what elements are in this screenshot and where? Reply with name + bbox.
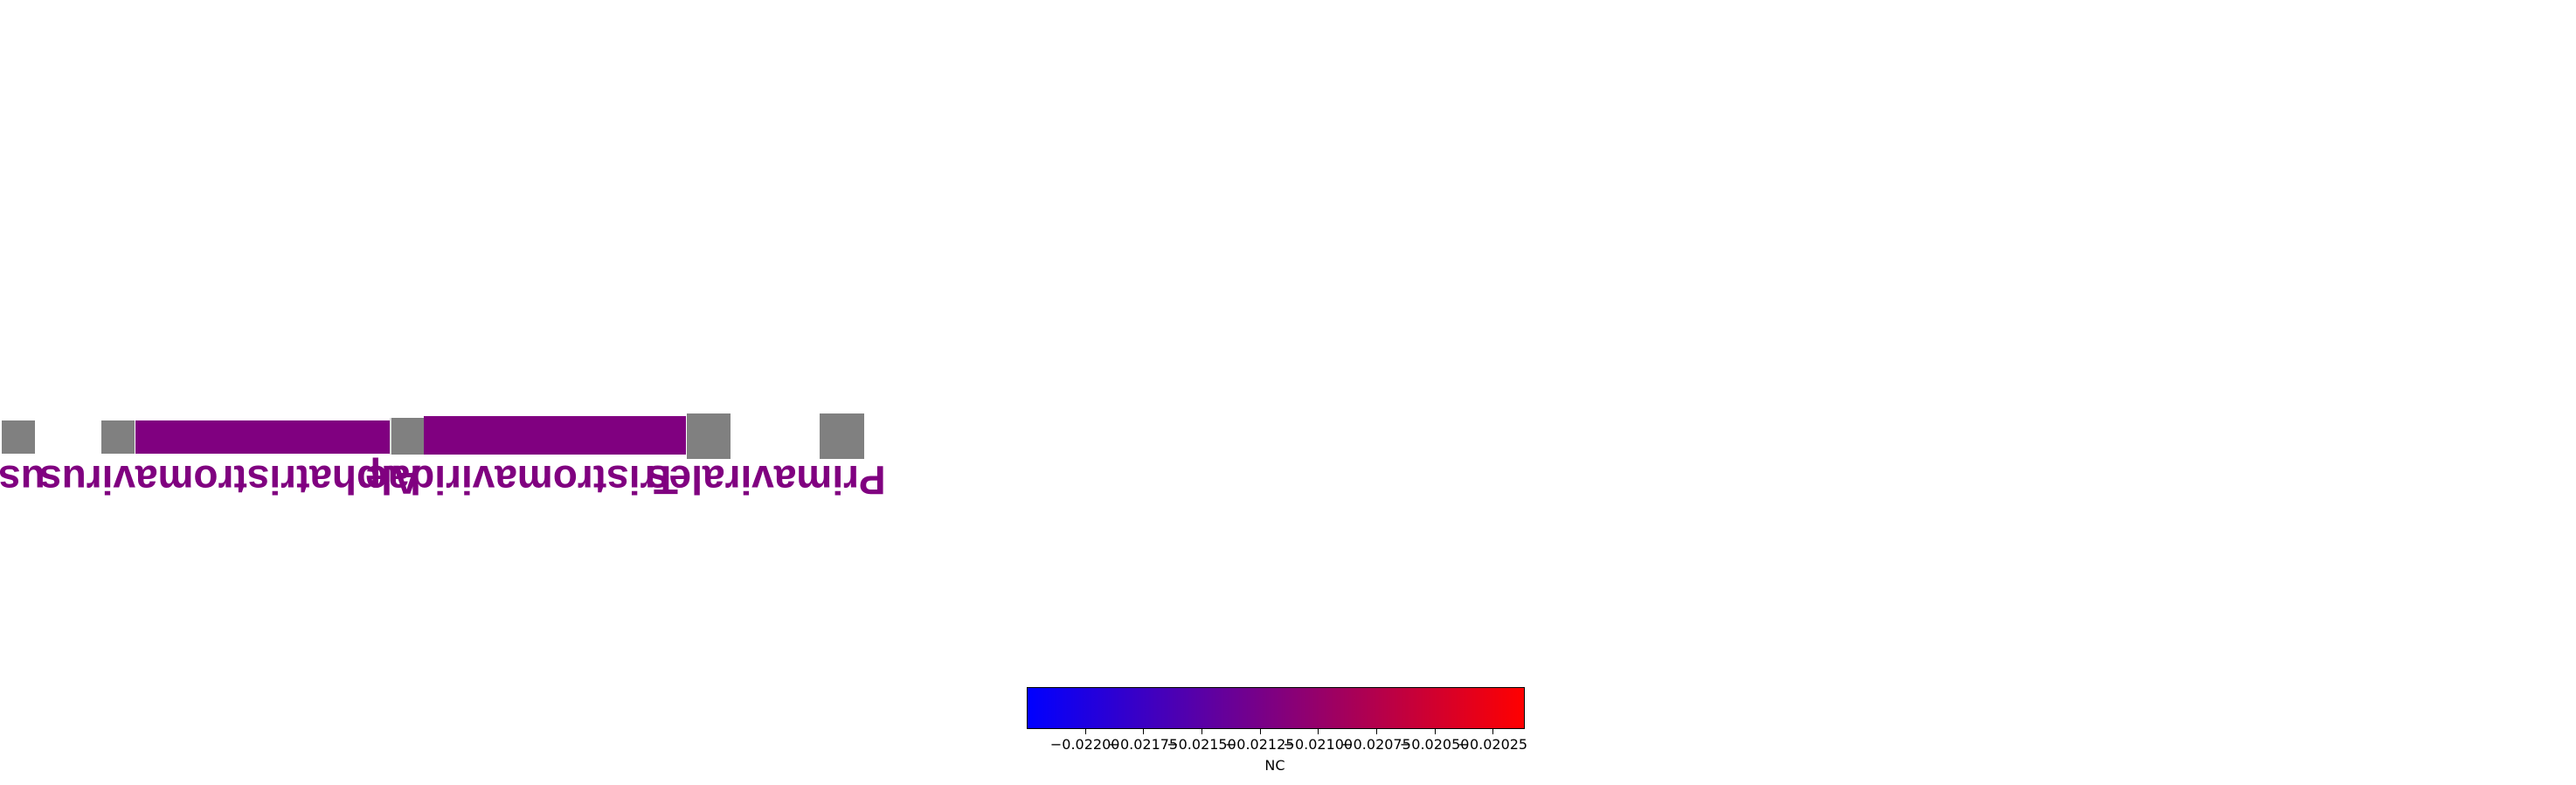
colorbar-tick — [1143, 728, 1145, 734]
colorbar-tick-label: −0.02050 — [1399, 736, 1470, 753]
colorbar: −0.02200 −0.02175 −0.02150 −0.02125 −0.02100… — [1027, 687, 1527, 753]
colorbar-tick — [1434, 728, 1436, 734]
taxon-label-partial: us — [0, 457, 45, 503]
missing-cell — [687, 413, 731, 459]
missing-cell — [390, 418, 425, 455]
colorbar-gradient — [1027, 687, 1525, 729]
colorbar-tick — [1376, 728, 1377, 734]
taxon-bar-tristromaviridae — [424, 416, 686, 455]
colorbar-tick — [1318, 728, 1319, 734]
taxon-label-tristromaviridae: Tristromaviridae — [365, 457, 678, 503]
colorbar-tick — [1201, 728, 1202, 734]
taxon-label-primavirales: Primavirales — [647, 457, 886, 503]
colorbar-tick-label: −0.02025 — [1458, 736, 1528, 753]
colorbar-tick — [1492, 728, 1494, 734]
taxon-label-alphatristromavirus: Alphatristromavirus — [39, 457, 422, 503]
missing-cell — [820, 413, 864, 459]
colorbar-tick — [1084, 728, 1086, 734]
colorbar-label: NC — [1264, 757, 1285, 774]
colorbar-tick-label: −0.02150 — [1167, 736, 1236, 753]
missing-cell — [2, 420, 35, 454]
colorbar-tick-label: −0.02175 — [1108, 736, 1179, 753]
colorbar-tick-label: −0.02200 — [1049, 736, 1120, 753]
colorbar-tick-label: −0.02100 — [1283, 736, 1354, 753]
colorbar-tick-label: −0.02075 — [1341, 736, 1411, 753]
colorbar-tick-label: −0.02125 — [1224, 736, 1295, 753]
colorbar-tick — [1259, 728, 1261, 734]
missing-cell — [101, 420, 135, 454]
taxon-bar-alphatristromavirus — [135, 420, 391, 454]
